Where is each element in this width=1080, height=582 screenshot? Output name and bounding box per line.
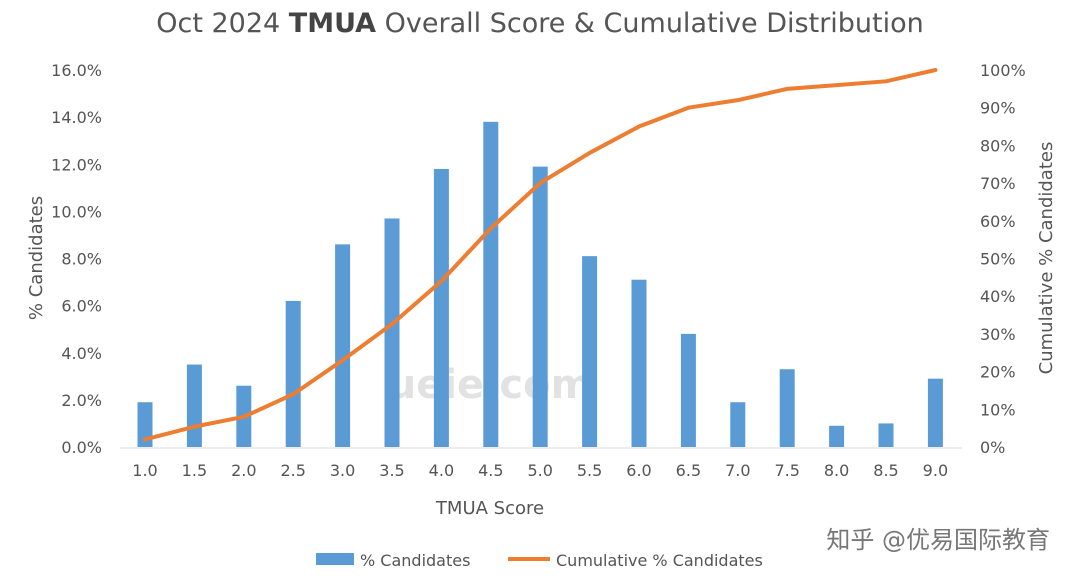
watermark-zhihu: 知乎 @优易国际教育 (826, 526, 1050, 554)
bar-6.5 (680, 333, 696, 447)
y2-tick-label: 0% (980, 438, 1005, 457)
y2-tick-label: 60% (980, 212, 1016, 231)
x-tick-label: 7.5 (774, 461, 799, 480)
y-tick-label: 12.0% (51, 155, 102, 174)
x-tick-label: 3.5 (379, 461, 404, 480)
bar-5.5 (582, 256, 598, 447)
bar-6.0 (631, 279, 647, 447)
bar-8.0 (829, 425, 845, 447)
chart-title: Oct 2024 TMUA Overall Score & Cumulative… (156, 8, 924, 39)
x-tick-label: 8.5 (873, 461, 898, 480)
legend: % Candidates Cumulative % Candidates (316, 551, 763, 570)
bar-4.0 (433, 168, 449, 447)
y-axis-label: % Candidates (26, 196, 47, 320)
x-tick-label: 1.0 (132, 461, 157, 480)
bar-8.5 (878, 423, 894, 447)
y2-tick-label: 80% (980, 136, 1016, 155)
y2-axis-label: Cumulative % Candidates (1036, 142, 1057, 375)
x-tick-label: 8.0 (824, 461, 849, 480)
x-tick-label: 6.0 (626, 461, 651, 480)
bar-2.5 (285, 300, 301, 447)
legend-line-label: Cumulative % Candidates (556, 551, 763, 570)
y-tick-label: 10.0% (51, 202, 102, 221)
x-axis-label: TMUA Score (435, 498, 544, 519)
x-tick-label: 4.0 (429, 461, 454, 480)
y2-tick-label: 100% (980, 61, 1026, 80)
y2-tick-label: 30% (980, 325, 1016, 344)
x-tick-label: 5.0 (527, 461, 552, 480)
y2-tick-label: 40% (980, 287, 1016, 306)
bar-7.0 (730, 402, 746, 447)
legend-bar-label: % Candidates (360, 551, 470, 570)
y2-tick-label: 70% (980, 174, 1016, 193)
y-tick-label: 6.0% (61, 297, 102, 316)
bar-7.5 (779, 369, 795, 447)
x-tick-label: 5.5 (577, 461, 602, 480)
x-tick-label: 4.5 (478, 461, 503, 480)
bar-9.0 (927, 378, 943, 447)
bar-1.0 (137, 402, 153, 447)
x-tick-label: 3.0 (330, 461, 355, 480)
bar-3.0 (335, 244, 351, 447)
bar-3.5 (384, 218, 400, 447)
x-tick-label: 2.5 (280, 461, 305, 480)
x-tick-label: 7.0 (725, 461, 750, 480)
x-tick-label: 2.0 (231, 461, 256, 480)
x-tick-label: 1.5 (182, 461, 207, 480)
y-tick-label: 14.0% (51, 108, 102, 127)
y2-tick-label: 50% (980, 250, 1016, 269)
x-tick-label: 6.5 (676, 461, 701, 480)
y-tick-label: 2.0% (61, 391, 102, 410)
y-tick-label: 8.0% (61, 250, 102, 269)
legend-bar-swatch (316, 553, 354, 565)
bar-4.5 (483, 121, 499, 448)
y-tick-label: 0.0% (61, 438, 102, 457)
cumulative-line (143, 68, 938, 442)
bar-5.0 (532, 166, 548, 447)
y2-tick-label: 20% (980, 363, 1016, 382)
bar-1.5 (186, 364, 202, 447)
x-tick-label: 9.0 (923, 461, 948, 480)
y2-tick-label: 10% (980, 400, 1016, 419)
y-tick-label: 16.0% (51, 61, 102, 80)
y-tick-label: 4.0% (61, 344, 102, 363)
y2-tick-label: 90% (980, 99, 1016, 118)
